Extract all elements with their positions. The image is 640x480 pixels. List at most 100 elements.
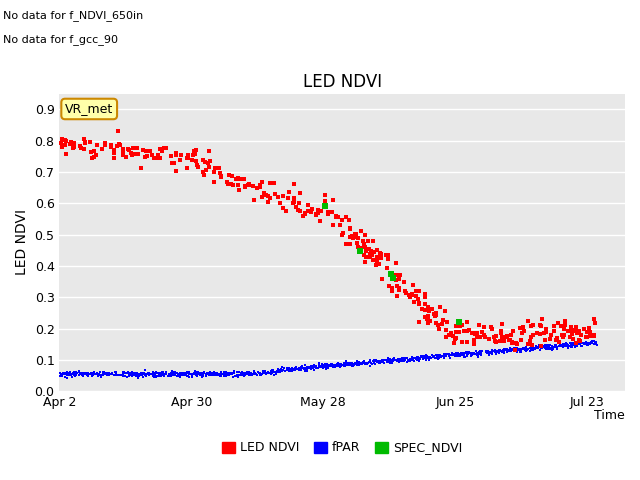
Point [214, 372, 224, 379]
Point [128, 144, 138, 152]
Point [204, 371, 214, 379]
Point [266, 369, 276, 377]
Point [466, 352, 476, 360]
Point [182, 368, 193, 375]
Point [442, 319, 452, 326]
Point [376, 359, 387, 366]
Point [494, 348, 504, 356]
Point [207, 371, 218, 379]
Point [229, 368, 239, 375]
Point [131, 144, 141, 152]
Point [172, 369, 182, 377]
Point [410, 355, 420, 362]
Point [413, 287, 424, 294]
Point [160, 370, 170, 377]
Point [575, 339, 585, 347]
Point [541, 345, 551, 352]
Point [386, 270, 396, 277]
Point [131, 150, 141, 158]
Point [520, 345, 531, 353]
Point [345, 360, 355, 368]
Point [522, 345, 532, 353]
Point [127, 368, 137, 376]
Point [475, 334, 485, 341]
Point [401, 358, 412, 366]
Point [167, 371, 177, 379]
Point [527, 346, 537, 353]
Point [575, 331, 586, 338]
Point [515, 347, 525, 354]
Point [413, 358, 424, 365]
Point [220, 370, 230, 378]
Point [391, 260, 401, 267]
Point [358, 358, 368, 366]
Point [372, 246, 382, 254]
Point [470, 330, 480, 337]
Point [323, 364, 333, 372]
Point [305, 362, 316, 370]
Point [58, 370, 68, 377]
Point [263, 369, 273, 377]
Point [321, 360, 332, 368]
Point [308, 362, 319, 370]
Point [311, 364, 321, 372]
Point [135, 371, 145, 379]
Point [374, 359, 385, 366]
Point [99, 370, 109, 377]
Point [375, 357, 385, 365]
Point [246, 370, 256, 378]
Point [148, 370, 159, 378]
Point [278, 192, 288, 200]
Point [99, 368, 109, 376]
Point [204, 147, 214, 155]
Point [591, 339, 602, 347]
Point [539, 329, 549, 336]
Point [357, 360, 367, 368]
Point [172, 370, 182, 377]
Point [384, 357, 394, 364]
Point [466, 349, 476, 357]
Point [461, 327, 472, 335]
Point [429, 353, 439, 360]
Point [420, 354, 430, 361]
Point [532, 329, 542, 336]
Point [441, 326, 451, 334]
Point [466, 350, 476, 358]
Point [383, 356, 393, 364]
Point [582, 339, 593, 347]
Point [514, 346, 524, 354]
Point [91, 151, 101, 159]
Point [473, 350, 483, 358]
Point [136, 164, 146, 172]
Point [57, 372, 67, 380]
Point [352, 361, 362, 369]
Point [580, 339, 591, 347]
Point [542, 341, 552, 349]
Point [104, 370, 114, 378]
Point [184, 369, 194, 376]
Point [405, 293, 415, 301]
Point [82, 371, 92, 379]
Point [198, 156, 209, 163]
Point [388, 274, 398, 281]
Point [377, 357, 387, 364]
Point [397, 355, 408, 362]
Point [407, 353, 417, 360]
Point [428, 351, 438, 359]
Point [228, 370, 238, 377]
Point [317, 360, 327, 368]
Point [435, 351, 445, 359]
Point [408, 354, 419, 361]
Point [175, 373, 185, 381]
Point [221, 368, 231, 376]
Point [80, 139, 90, 147]
Point [148, 371, 158, 378]
Point [306, 362, 316, 370]
Point [521, 345, 531, 353]
Point [326, 208, 337, 216]
Point [591, 340, 601, 348]
Point [387, 357, 397, 364]
Point [168, 368, 179, 376]
Point [424, 353, 435, 360]
Point [413, 354, 424, 362]
